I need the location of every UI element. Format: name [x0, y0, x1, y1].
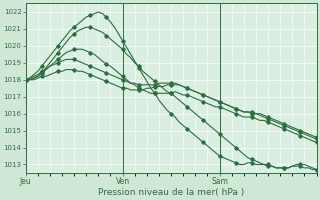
X-axis label: Pression niveau de la mer( hPa ): Pression niveau de la mer( hPa ): [98, 188, 244, 197]
